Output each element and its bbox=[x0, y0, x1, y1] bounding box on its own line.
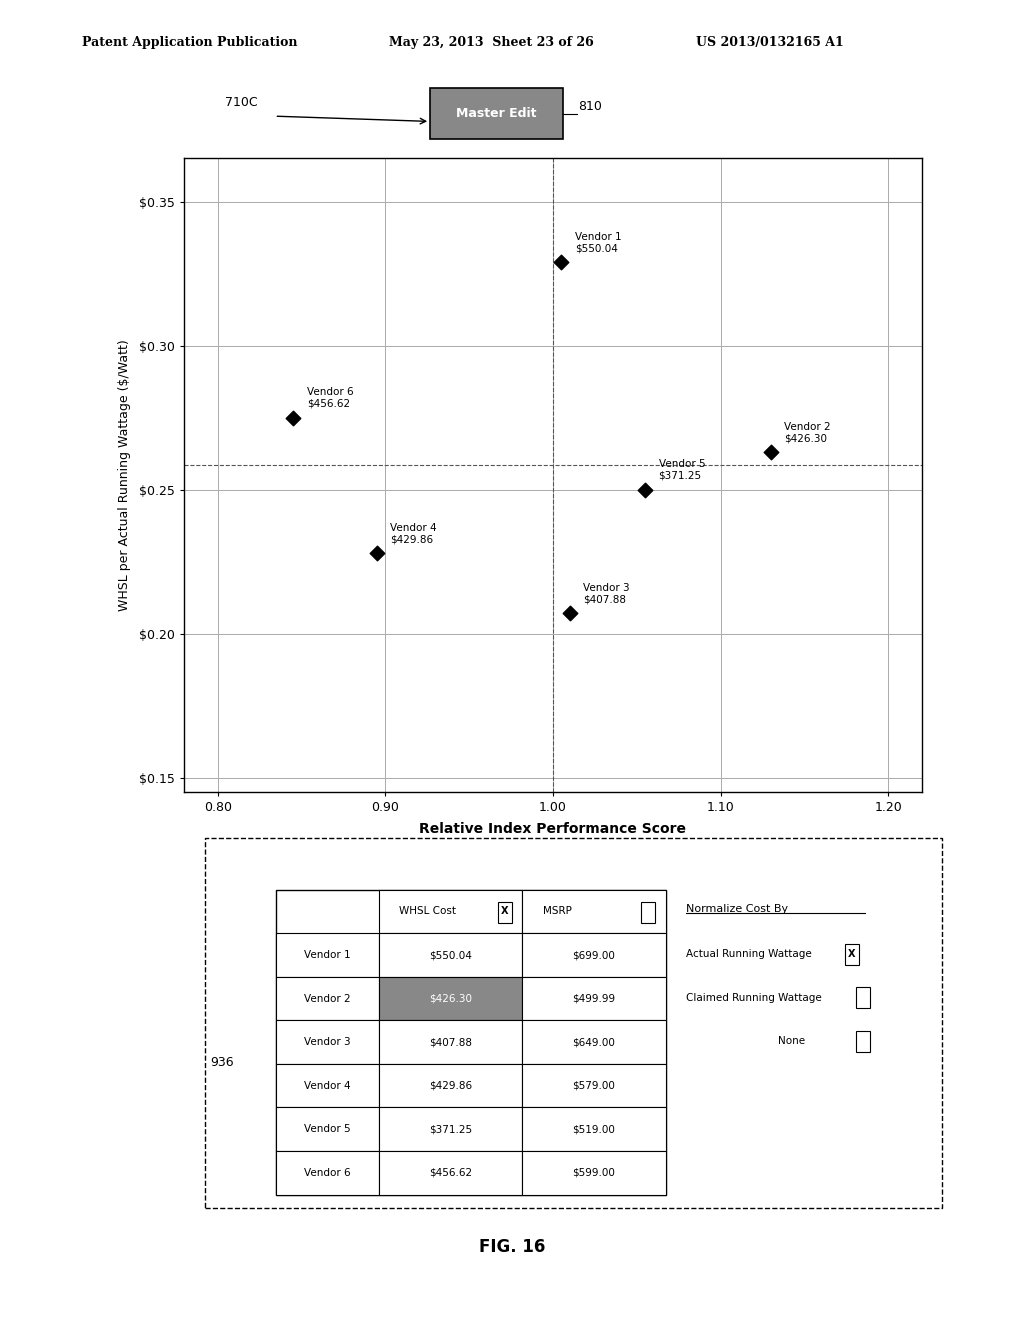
Text: $456.62: $456.62 bbox=[429, 1168, 472, 1177]
Text: $429.86: $429.86 bbox=[429, 1081, 472, 1090]
Y-axis label: WHSL per Actual Running Wattage ($/Watt): WHSL per Actual Running Wattage ($/Watt) bbox=[118, 339, 131, 611]
Text: 936: 936 bbox=[210, 1056, 233, 1069]
Text: US 2013/0132165 A1: US 2013/0132165 A1 bbox=[696, 36, 844, 49]
Point bbox=[369, 543, 385, 564]
Text: Vendor 3: Vendor 3 bbox=[304, 1038, 351, 1047]
Text: Vendor 4
$429.86: Vendor 4 $429.86 bbox=[390, 523, 437, 544]
Text: Normalize Cost By: Normalize Cost By bbox=[686, 904, 788, 915]
Text: Master Edit: Master Edit bbox=[457, 107, 537, 120]
Text: $371.25: $371.25 bbox=[429, 1125, 472, 1134]
Text: Vendor 1
$550.04: Vendor 1 $550.04 bbox=[574, 232, 622, 253]
Text: Vendor 5: Vendor 5 bbox=[304, 1125, 351, 1134]
Text: Patent Application Publication: Patent Application Publication bbox=[82, 36, 297, 49]
Text: MSRP: MSRP bbox=[543, 907, 571, 916]
Text: Vendor 6
$456.62: Vendor 6 $456.62 bbox=[306, 387, 353, 409]
Text: $499.99: $499.99 bbox=[572, 994, 615, 1003]
Text: $426.30: $426.30 bbox=[429, 994, 472, 1003]
Text: X: X bbox=[848, 949, 856, 960]
Text: Vendor 6: Vendor 6 bbox=[304, 1168, 351, 1177]
Point bbox=[637, 479, 653, 500]
Text: None: None bbox=[778, 1036, 805, 1047]
Point bbox=[553, 252, 569, 273]
Text: WHSL Cost: WHSL Cost bbox=[399, 907, 457, 916]
Text: 710C: 710C bbox=[225, 95, 258, 108]
Text: Vendor 4: Vendor 4 bbox=[304, 1081, 351, 1090]
Point bbox=[285, 407, 301, 428]
Text: $550.04: $550.04 bbox=[429, 950, 472, 960]
Text: May 23, 2013  Sheet 23 of 26: May 23, 2013 Sheet 23 of 26 bbox=[389, 36, 594, 49]
Text: FIG. 16: FIG. 16 bbox=[479, 1238, 545, 1257]
Text: $599.00: $599.00 bbox=[572, 1168, 615, 1177]
Text: $407.88: $407.88 bbox=[429, 1038, 472, 1047]
Point bbox=[561, 603, 578, 624]
Text: X: X bbox=[501, 907, 509, 916]
Text: Vendor 1: Vendor 1 bbox=[304, 950, 351, 960]
Text: $649.00: $649.00 bbox=[572, 1038, 615, 1047]
Text: $579.00: $579.00 bbox=[572, 1081, 615, 1090]
Text: Claimed Running Wattage: Claimed Running Wattage bbox=[686, 993, 822, 1003]
Text: Vendor 2
$426.30: Vendor 2 $426.30 bbox=[784, 422, 830, 444]
X-axis label: Relative Index Performance Score: Relative Index Performance Score bbox=[420, 822, 686, 837]
Text: Actual Running Wattage: Actual Running Wattage bbox=[686, 949, 812, 960]
Text: $519.00: $519.00 bbox=[572, 1125, 615, 1134]
Text: Vendor 3
$407.88: Vendor 3 $407.88 bbox=[583, 583, 630, 605]
Text: 810: 810 bbox=[579, 100, 602, 114]
Text: $699.00: $699.00 bbox=[572, 950, 615, 960]
Point bbox=[763, 442, 779, 463]
Text: Vendor 5
$371.25: Vendor 5 $371.25 bbox=[658, 459, 706, 480]
Text: Vendor 2: Vendor 2 bbox=[304, 994, 351, 1003]
